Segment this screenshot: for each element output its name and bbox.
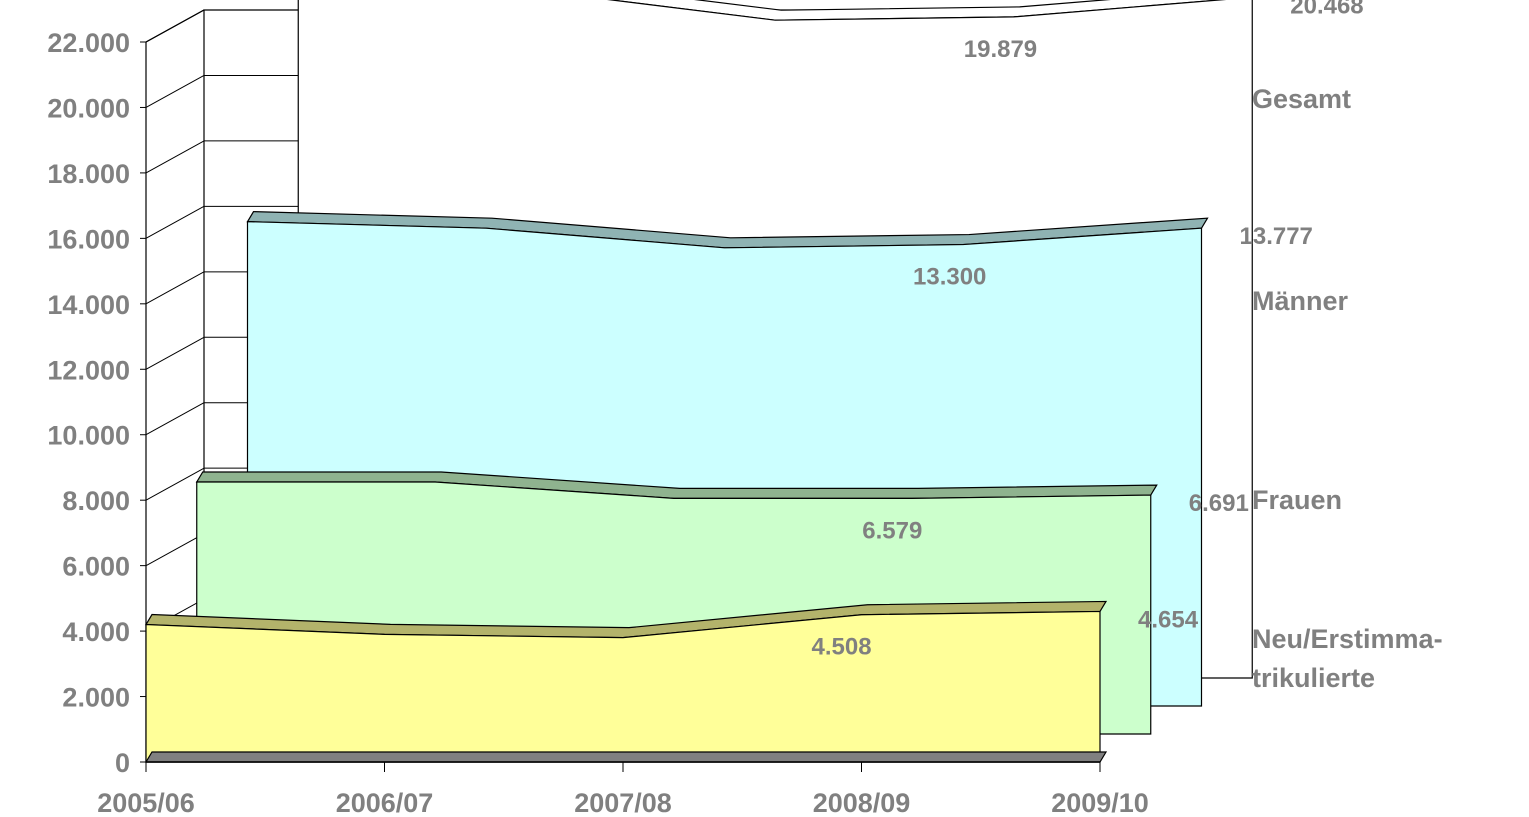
y-tick-label: 16.000	[47, 224, 130, 254]
y-tick-label: 18.000	[47, 159, 130, 189]
y-tick-label: 20.000	[47, 93, 130, 123]
legend-entry: trikulierte	[1252, 663, 1375, 693]
y-tick-label: 10.000	[47, 421, 130, 451]
data-label: 4.508	[812, 634, 872, 661]
data-label: 6.691	[1189, 490, 1249, 517]
y-tick-label: 4.000	[62, 617, 130, 647]
legend-entry: Frauen	[1252, 485, 1342, 515]
y-tick-label: 14.000	[47, 290, 130, 320]
area-series-3	[145, 610, 1101, 763]
data-label: 6.579	[862, 517, 922, 544]
y-axis-ticks: 0 2.000 4.000 6.000 8.000 10.000 12.000 14.000 1…	[47, 28, 146, 778]
gridline-side	[145, 9, 205, 43]
data-label: 19.879	[964, 36, 1037, 63]
legend: Gesamt Männer Frauen Neu/Erstimma-trikulier…	[1252, 84, 1443, 693]
x-tick-label: 2007/08	[574, 788, 672, 817]
x-tick-label: 2008/09	[813, 788, 911, 817]
legend-entry: Männer	[1252, 286, 1349, 316]
data-label: 20.468	[1290, 0, 1363, 19]
floor	[144, 751, 1108, 763]
data-label: 13.300	[913, 264, 986, 291]
y-tick-label: 22.000	[47, 28, 130, 58]
gridline-side	[145, 75, 205, 108]
gridline-side	[145, 271, 205, 305]
data-label: 4.654	[1138, 606, 1199, 633]
gridline-side	[145, 467, 205, 501]
y-tick-label: 6.000	[62, 552, 130, 582]
x-tick-label: 2006/07	[336, 788, 434, 817]
x-axis-ticks: 2005/06 2006/07 2007/08 2008/09 2009/10	[97, 762, 1149, 817]
legend-entry: Gesamt	[1252, 84, 1351, 114]
gridline-side	[145, 402, 205, 436]
gridline-side	[145, 205, 205, 239]
data-areas	[144, 0, 1253, 763]
gridline-side	[145, 140, 205, 174]
data-labels: 19.879 20.468 13.300 13.777 6.579 6.691 4.508 4…	[812, 0, 1364, 661]
x-tick-label: 2005/06	[97, 788, 195, 817]
data-label: 13.777	[1240, 223, 1313, 250]
y-tick-label: 8.000	[62, 486, 130, 516]
gridline-side	[145, 533, 205, 567]
legend-entry: Neu/Erstimma-	[1252, 624, 1443, 654]
y-tick-label: 2.000	[62, 683, 130, 713]
gridline-side	[145, 336, 205, 370]
y-tick-label: 12.000	[47, 355, 130, 385]
y-tick-label: 0	[115, 748, 130, 778]
x-tick-label: 2009/10	[1051, 788, 1149, 817]
